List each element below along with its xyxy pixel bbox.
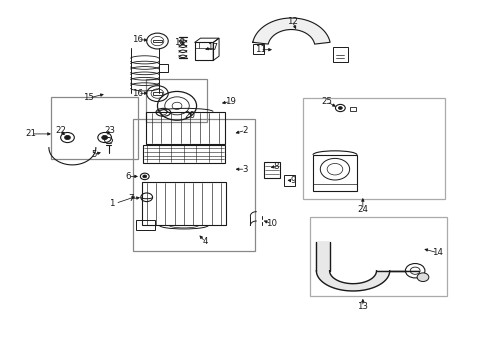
- Bar: [152, 92, 162, 95]
- Bar: [159, 64, 168, 72]
- Text: 21: 21: [26, 129, 37, 138]
- Bar: [283, 175, 295, 186]
- Text: 16: 16: [132, 89, 143, 98]
- Text: 10: 10: [266, 219, 277, 228]
- Text: 15: 15: [83, 94, 94, 102]
- Bar: [145, 112, 224, 144]
- Bar: [303, 98, 444, 199]
- Text: 25: 25: [321, 97, 331, 106]
- Text: 11: 11: [254, 45, 265, 54]
- Circle shape: [416, 273, 428, 282]
- Text: 1: 1: [108, 199, 114, 208]
- Text: 8: 8: [272, 162, 278, 171]
- Bar: [152, 40, 162, 42]
- Polygon shape: [252, 18, 329, 44]
- Text: 22: 22: [55, 126, 66, 135]
- Bar: [264, 162, 279, 178]
- Text: 18: 18: [174, 38, 185, 47]
- Text: 6: 6: [125, 172, 131, 181]
- Circle shape: [64, 135, 70, 140]
- Circle shape: [102, 135, 107, 140]
- Text: 20: 20: [184, 111, 195, 120]
- Text: 13: 13: [357, 302, 367, 311]
- Text: 9: 9: [290, 176, 295, 185]
- Bar: [142, 182, 225, 225]
- Circle shape: [142, 175, 146, 178]
- Circle shape: [338, 107, 342, 109]
- Text: 3: 3: [242, 165, 248, 174]
- Bar: [142, 145, 224, 163]
- Text: 23: 23: [104, 126, 115, 135]
- Bar: [136, 220, 154, 230]
- Polygon shape: [316, 242, 418, 291]
- Text: 2: 2: [242, 126, 248, 135]
- Text: 5: 5: [91, 150, 97, 158]
- Text: 7: 7: [128, 194, 134, 203]
- Bar: [253, 44, 264, 54]
- Bar: [145, 79, 207, 122]
- Bar: [312, 155, 356, 191]
- Text: 19: 19: [225, 97, 236, 106]
- Text: 14: 14: [431, 248, 442, 257]
- Text: 12: 12: [286, 17, 297, 26]
- Text: 24: 24: [357, 205, 367, 214]
- Bar: [332, 47, 347, 62]
- Bar: [349, 107, 355, 111]
- Bar: [51, 97, 138, 159]
- Bar: [309, 217, 446, 296]
- Text: 17: 17: [206, 43, 217, 52]
- Bar: [194, 42, 213, 60]
- Text: 16: 16: [132, 35, 143, 44]
- Text: 4: 4: [202, 238, 208, 246]
- Bar: [133, 119, 255, 251]
